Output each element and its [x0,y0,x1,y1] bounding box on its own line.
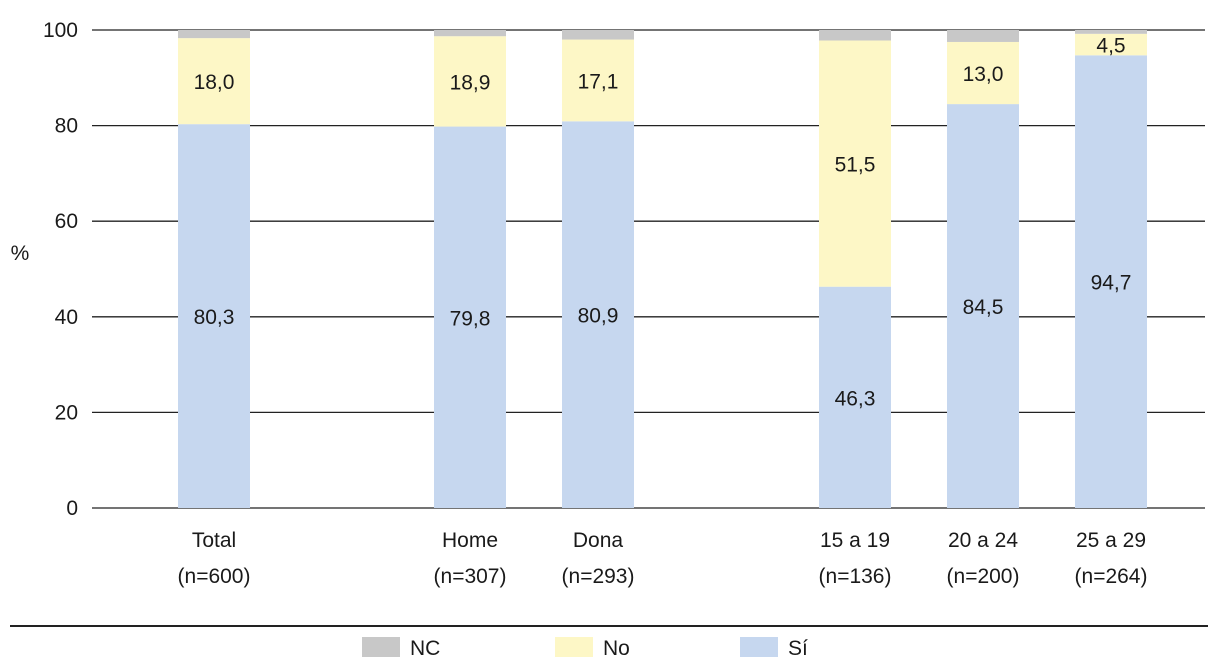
x-tick-sublabel: (n=293) [562,565,635,588]
legend-label: Sí [788,637,808,660]
bar-segment [819,30,891,41]
y-tick-label: 60 [55,210,78,233]
bar-segment [178,124,250,508]
bar-segment [178,30,250,39]
x-tick-label: 25 a 29 [1076,529,1146,552]
bar-segment [819,286,891,508]
x-tick-sublabel: (n=264) [1075,565,1148,588]
data-label: 18,9 [450,71,491,94]
bar-segment [562,121,634,508]
y-tick-label: 80 [55,115,78,138]
bar-segment [819,40,891,287]
data-label: 4,5 [1096,35,1125,58]
bar-segment [434,30,506,37]
legend-swatch [362,637,400,657]
bar-segment [562,30,634,40]
bar-segment [1075,33,1147,56]
x-tick-sublabel: (n=200) [947,565,1020,588]
y-axis: 0 20 40 60 80 100 [43,19,78,520]
legend-swatch [555,637,593,657]
data-label: 18,0 [194,71,235,94]
bar-segment [562,39,634,122]
data-label: 13,0 [963,63,1004,86]
x-tick-label: Home [442,529,498,552]
bar-segment [947,30,1019,42]
bar-segment [1075,55,1147,509]
value-labels: 80,3 18,0 79,8 18,9 80,9 17,1 46,3 51,5 84,5 13,0… [194,35,1132,411]
data-label: 51,5 [835,154,876,177]
bar-segment [1075,30,1147,34]
y-tick-label: 0 [66,497,78,520]
legend: NC No Sí [362,637,808,660]
bar-segment [434,126,506,508]
bar-segment [947,104,1019,508]
data-label: 80,3 [194,306,235,329]
y-axis-label: % [11,242,30,265]
x-tick-sublabel: (n=136) [819,565,892,588]
x-tick-label: Dona [573,529,624,552]
data-label: 94,7 [1091,272,1132,295]
data-label: 84,5 [963,296,1004,319]
y-tick-label: 40 [55,306,78,329]
bar-segment [178,38,250,125]
x-axis: Total (n=600) Home (n=307) Dona (n=293) 15 a 1… [178,529,1148,588]
y-tick-label: 20 [55,401,78,424]
data-label: 46,3 [835,387,876,410]
x-tick-sublabel: (n=600) [178,565,251,588]
bar-segment [947,41,1019,105]
x-tick-label: Total [192,529,236,552]
legend-label: No [603,637,630,660]
gridlines [92,29,1205,509]
data-label: 80,9 [578,305,619,328]
y-tick-label: 100 [43,19,78,42]
legend-label: NC [410,637,440,660]
x-tick-label: 20 a 24 [948,529,1018,552]
bars [178,30,1147,509]
data-label: 17,1 [578,70,619,93]
bar-segment [434,36,506,127]
data-label: 79,8 [450,307,491,330]
x-tick-label: 15 a 19 [820,529,890,552]
x-tick-sublabel: (n=307) [434,565,507,588]
legend-swatch [740,637,778,657]
